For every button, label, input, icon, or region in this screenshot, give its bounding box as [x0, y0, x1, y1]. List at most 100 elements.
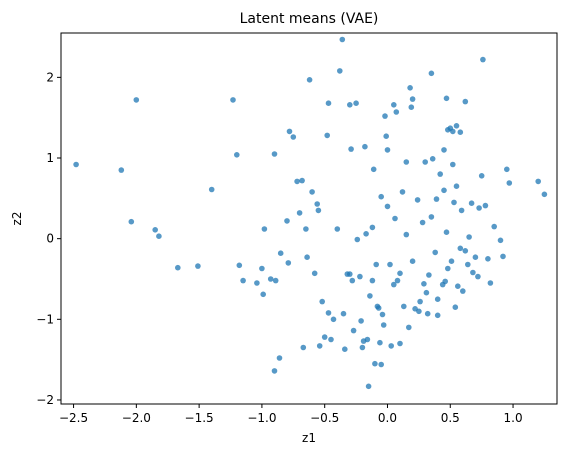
data-point: [443, 95, 450, 102]
y-axis-label: z2: [10, 212, 24, 226]
data-point: [373, 261, 380, 268]
data-point: [272, 277, 279, 284]
data-point: [497, 237, 504, 244]
y-tick-label: 2: [46, 70, 54, 84]
data-point: [342, 346, 348, 353]
data-point: [290, 134, 297, 140]
data-point: [541, 191, 548, 198]
data-point: [392, 215, 398, 222]
data-point: [417, 298, 423, 305]
data-point: [311, 270, 318, 277]
data-point: [403, 231, 410, 238]
data-point: [195, 263, 201, 269]
data-point: [414, 197, 421, 203]
data-point: [441, 147, 447, 153]
data-point: [271, 368, 278, 374]
data-point: [403, 159, 410, 165]
data-point: [294, 178, 300, 185]
data-point: [380, 322, 387, 328]
data-point: [357, 273, 363, 280]
data-point: [388, 343, 395, 349]
data-point: [457, 245, 464, 252]
x-tick-label: 1.0: [504, 411, 523, 425]
data-point: [506, 180, 513, 186]
data-point: [476, 205, 482, 211]
data-point: [424, 310, 431, 317]
data-point: [504, 166, 510, 173]
data-point: [152, 227, 158, 233]
data-point: [423, 289, 430, 296]
data-point: [421, 281, 427, 287]
data-point: [451, 199, 457, 206]
x-tick-label: −0.5: [310, 411, 339, 425]
data-point: [487, 280, 494, 286]
data-point: [433, 196, 440, 202]
x-tick-label: −2.5: [59, 411, 88, 425]
data-point: [271, 151, 278, 157]
data-point: [359, 344, 366, 351]
data-point: [384, 203, 391, 210]
data-point: [347, 102, 353, 108]
data-point: [441, 187, 447, 194]
data-point: [468, 200, 475, 206]
data-point: [472, 254, 479, 260]
data-point: [296, 210, 303, 216]
data-point: [365, 383, 372, 390]
data-point: [452, 304, 459, 311]
data-point: [175, 264, 181, 271]
data-point: [358, 318, 364, 324]
data-point: [391, 102, 397, 108]
data-point: [128, 218, 135, 225]
data-point: [462, 98, 469, 105]
data-point: [363, 231, 369, 237]
data-point: [434, 312, 441, 319]
data-point: [156, 233, 162, 239]
data-point: [378, 361, 385, 368]
data-point: [314, 201, 321, 207]
data-point: [428, 70, 435, 77]
data-point: [393, 109, 400, 115]
data-point: [303, 226, 309, 232]
data-point: [378, 193, 385, 200]
data-point: [285, 260, 292, 266]
data-point: [324, 132, 331, 139]
data-point: [369, 277, 376, 284]
data-point: [391, 281, 397, 288]
data-point: [321, 334, 328, 340]
data-point: [453, 183, 460, 189]
data-point: [240, 277, 246, 284]
data-point: [377, 339, 383, 346]
data-point: [500, 253, 506, 260]
data-point: [387, 261, 393, 268]
data-point: [485, 255, 491, 262]
data-point: [462, 248, 469, 254]
data-point: [491, 223, 498, 230]
data-point: [406, 324, 412, 331]
data-point: [309, 189, 315, 195]
data-point: [334, 226, 341, 232]
data-point: [399, 189, 406, 195]
data-point: [455, 283, 461, 290]
data-point: [236, 262, 243, 269]
data-point: [133, 97, 140, 103]
data-point: [364, 336, 371, 343]
data-point: [347, 271, 353, 277]
y-tick-label: 0: [46, 232, 54, 246]
data-point: [328, 336, 334, 343]
points-layer: [73, 36, 548, 390]
plot-frame: [60, 32, 558, 405]
data-point: [286, 128, 293, 135]
data-point: [478, 173, 485, 179]
data-point: [394, 277, 401, 284]
data-point: [353, 100, 359, 106]
data-point: [276, 355, 283, 361]
data-point: [465, 261, 471, 268]
data-point: [470, 269, 476, 276]
data-point: [409, 96, 416, 102]
data-point: [118, 167, 125, 173]
data-point: [407, 85, 413, 91]
data-point: [450, 128, 456, 135]
data-point: [354, 236, 361, 243]
axis-ticks: −2.5 −2.0 −1.5 −1.0 −0.5 0.0 0.5 1.0 −2 −1 0 1 2: [36, 70, 522, 425]
